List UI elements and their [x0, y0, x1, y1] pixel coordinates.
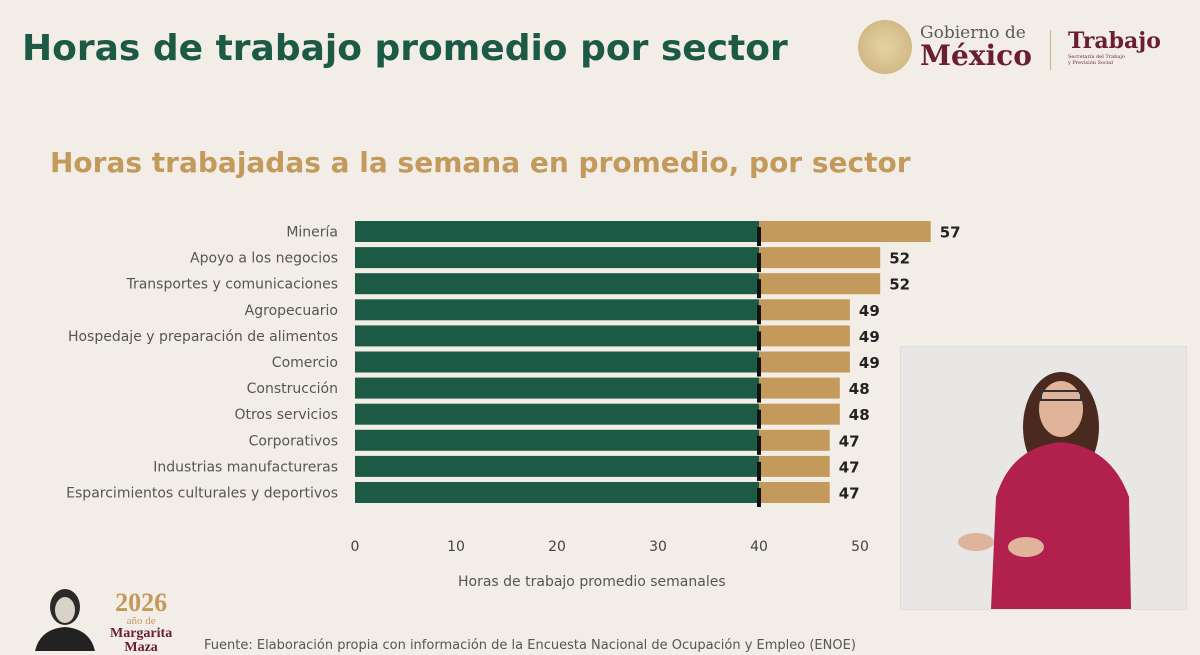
data-label: 52: [889, 276, 910, 294]
year-name2: Maza: [124, 640, 158, 655]
bar-excess-segment: [759, 247, 881, 269]
bar-excess-segment: [759, 429, 830, 451]
x-tick-label: 50: [851, 539, 869, 555]
category-label: Minería: [286, 225, 338, 241]
category-label: Apoyo a los negocios: [190, 251, 338, 267]
bar-base-segment: [355, 247, 759, 269]
bar-base-segment: [355, 299, 759, 321]
data-label: 48: [849, 380, 870, 398]
bar-base-segment: [355, 429, 759, 451]
bar-base-segment: [355, 351, 759, 373]
category-label: Transportes y comunicaciones: [125, 277, 338, 293]
x-tick-label: 40: [750, 539, 768, 555]
data-label: 47: [839, 458, 860, 476]
bar-excess-segment: [759, 221, 931, 242]
reference-marker: [757, 227, 761, 246]
bar-base-segment: [355, 325, 759, 347]
bar-excess-segment: [759, 351, 850, 373]
bar-base-segment: [355, 377, 759, 399]
category-label: Corporativos: [249, 433, 338, 449]
x-tick-label: 10: [447, 539, 465, 555]
bar-base-segment: [355, 403, 759, 425]
data-label: 47: [839, 485, 860, 503]
category-label: Comercio: [272, 355, 338, 371]
x-tick-label: 30: [649, 539, 667, 555]
bar-excess-segment: [759, 482, 830, 503]
bar-excess-segment: [759, 325, 850, 347]
data-label: 57: [940, 224, 961, 242]
national-seal-icon: [858, 20, 912, 74]
trabajo-sub: Secretaría del Trabajo y Previsión Socia…: [1068, 54, 1125, 66]
category-label: Industrias manufactureras: [153, 459, 338, 475]
data-label: 48: [849, 406, 870, 424]
logo-line2: México: [920, 38, 1032, 72]
bar-base-segment: [355, 273, 759, 295]
data-label: 49: [859, 302, 880, 320]
category-label: Hospedaje y preparación de alimentos: [68, 329, 338, 345]
reference-marker: [757, 409, 761, 429]
category-label: Otros servicios: [234, 407, 338, 423]
reference-marker: [757, 331, 761, 351]
data-label: 52: [889, 250, 910, 268]
logo-line1: Gobierno de: [920, 22, 1026, 43]
logo-divider: [1050, 30, 1051, 70]
data-label: 49: [859, 328, 880, 346]
gobierno-de-mexico-logo: Gobierno de México: [858, 20, 1032, 74]
sign-language-interpreter-video: [900, 346, 1187, 610]
reference-marker: [757, 305, 761, 325]
bar-excess-segment: [759, 273, 881, 295]
reference-marker: [757, 488, 761, 507]
reference-marker: [757, 383, 761, 403]
bar-base-segment: [355, 482, 759, 503]
year-logo: 2026 año de Margarita Maza: [110, 590, 172, 655]
category-label: Esparcimientos culturales y deportivos: [66, 486, 338, 502]
year-name: Margarita: [110, 626, 173, 641]
data-label: 49: [859, 354, 880, 372]
page-title: Horas de trabajo promedio por sector: [22, 28, 788, 69]
bar-excess-segment: [759, 299, 850, 321]
reference-marker: [757, 253, 761, 273]
chart-title: Horas trabajadas a la semana en promedio…: [50, 146, 911, 179]
trabajo-logo: Trabajo Secretaría del Trabajo y Previsi…: [1068, 28, 1161, 66]
margarita-maza-portrait: [35, 589, 95, 651]
x-tick-label: 0: [351, 539, 360, 555]
bar-excess-segment: [759, 455, 830, 477]
source-note: Fuente: Elaboración propia con informaci…: [204, 638, 856, 653]
data-label: 47: [839, 432, 860, 450]
x-axis-label: Horas de trabajo promedio semanales: [458, 574, 726, 590]
reference-marker: [757, 461, 761, 481]
year-sub: año de: [126, 615, 156, 627]
x-tick-label: 20: [548, 539, 566, 555]
year-number: 2026: [115, 588, 168, 617]
trabajo-name: Trabajo: [1068, 28, 1161, 54]
category-label: Agropecuario: [245, 303, 338, 319]
reference-marker: [757, 435, 761, 455]
reference-marker: [757, 279, 761, 299]
bar-excess-segment: [759, 403, 840, 425]
reference-marker: [757, 357, 761, 377]
bar-chart: Minería 57 Apoyo a los negocios 52 Transport…: [66, 221, 961, 555]
bar-base-segment: [355, 455, 759, 477]
category-label: Construcción: [247, 381, 338, 397]
bar-base-segment: [355, 221, 759, 242]
bar-excess-segment: [759, 377, 840, 399]
